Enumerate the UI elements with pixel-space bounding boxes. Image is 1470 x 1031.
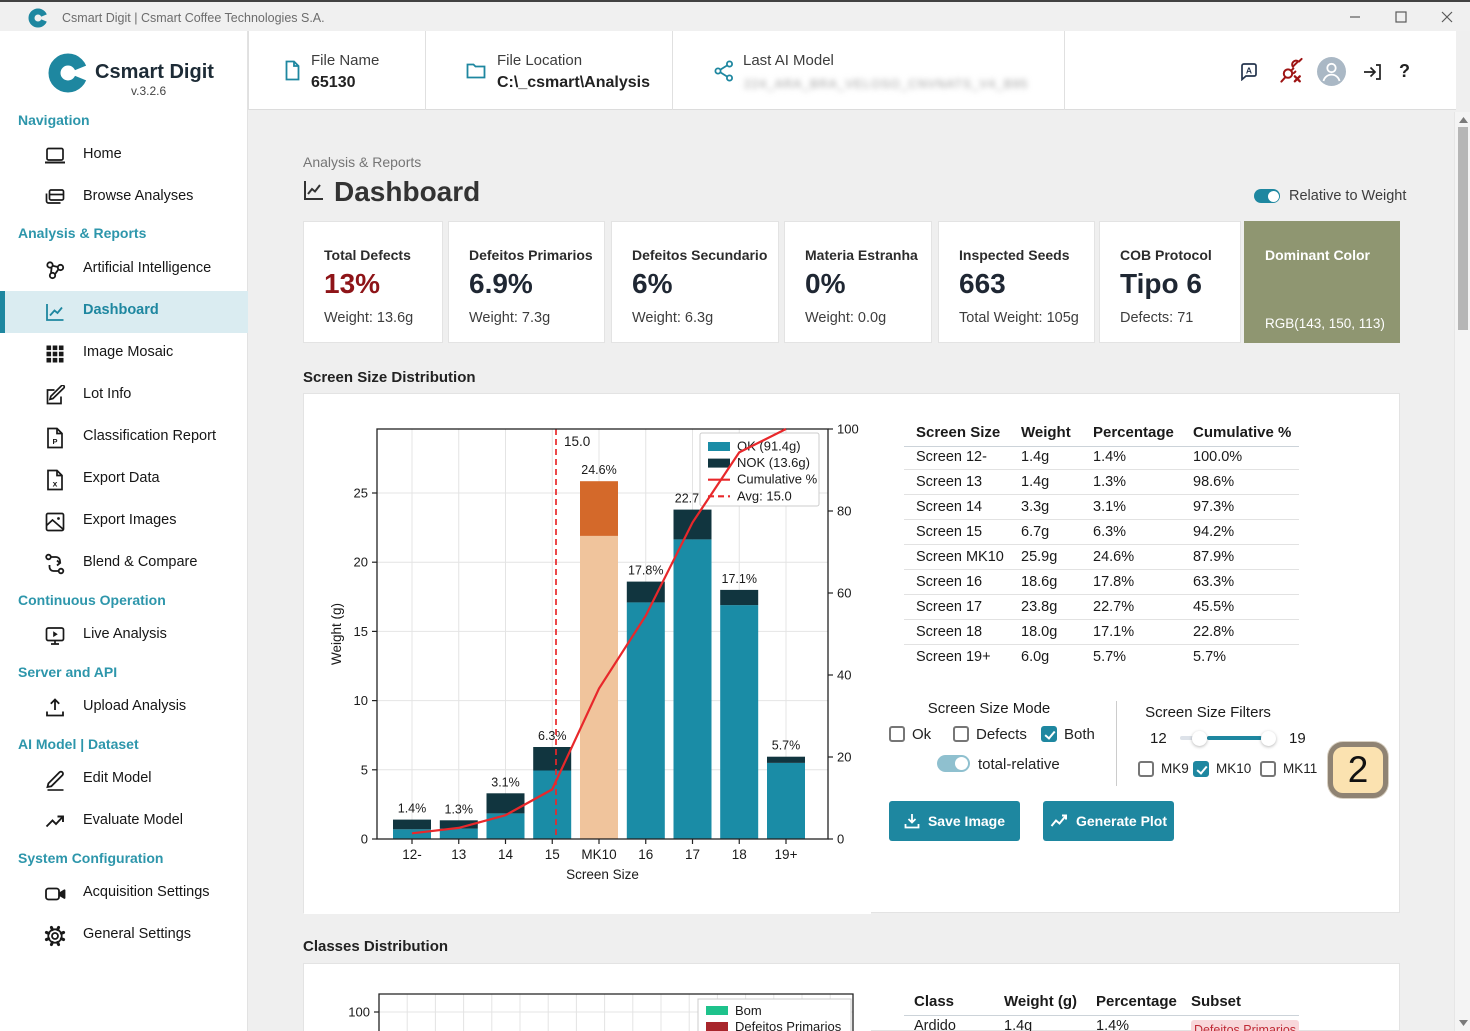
svg-text:10: 10 bbox=[354, 693, 368, 708]
svg-text:Bom: Bom bbox=[735, 1003, 762, 1018]
svg-text:40: 40 bbox=[837, 668, 851, 683]
svg-text:Defeitos Primarios: Defeitos Primarios bbox=[735, 1019, 842, 1031]
svg-text:x: x bbox=[53, 479, 58, 489]
svg-text:13: 13 bbox=[451, 847, 466, 862]
svg-text:100: 100 bbox=[837, 422, 859, 437]
svg-text:24.6%: 24.6% bbox=[581, 463, 616, 477]
svg-text:Cumulative %: Cumulative % bbox=[737, 472, 818, 487]
svg-text:12-: 12- bbox=[402, 847, 422, 862]
svg-text:0: 0 bbox=[361, 832, 368, 847]
svg-text:OK (91.4g): OK (91.4g) bbox=[737, 439, 801, 454]
svg-text:60: 60 bbox=[837, 586, 851, 601]
svg-text:Avg: 15.0: Avg: 15.0 bbox=[737, 488, 792, 503]
svg-text:17.8%: 17.8% bbox=[628, 564, 663, 578]
svg-text:5: 5 bbox=[361, 762, 368, 777]
svg-text:1.3%: 1.3% bbox=[445, 802, 474, 816]
svg-text:19+: 19+ bbox=[775, 847, 798, 862]
svg-text:A: A bbox=[1246, 66, 1252, 76]
svg-text:NOK (13.6g): NOK (13.6g) bbox=[737, 455, 810, 470]
svg-text:5.7%: 5.7% bbox=[772, 739, 801, 753]
svg-text:20: 20 bbox=[354, 555, 368, 570]
svg-text:1.4%: 1.4% bbox=[398, 802, 427, 816]
svg-text:17: 17 bbox=[685, 847, 700, 862]
svg-text:15: 15 bbox=[545, 847, 560, 862]
svg-text:P: P bbox=[52, 437, 57, 446]
svg-text:17.1%: 17.1% bbox=[722, 572, 757, 586]
svg-text:MK10: MK10 bbox=[581, 847, 616, 862]
svg-text:15.0: 15.0 bbox=[564, 434, 590, 449]
svg-text:3.1%: 3.1% bbox=[491, 775, 520, 789]
svg-text:80: 80 bbox=[837, 504, 851, 519]
svg-text:14: 14 bbox=[498, 847, 514, 862]
svg-text:25: 25 bbox=[354, 486, 368, 501]
svg-text:100: 100 bbox=[348, 1005, 370, 1020]
svg-text:Weight (g): Weight (g) bbox=[329, 603, 344, 665]
svg-text:15: 15 bbox=[354, 624, 368, 639]
svg-text:Screen Size: Screen Size bbox=[566, 867, 639, 882]
svg-text:20: 20 bbox=[837, 750, 851, 765]
svg-text:6.3%: 6.3% bbox=[538, 729, 567, 743]
svg-text:16: 16 bbox=[638, 847, 653, 862]
svg-text:18: 18 bbox=[732, 847, 747, 862]
svg-text:0: 0 bbox=[837, 832, 844, 847]
